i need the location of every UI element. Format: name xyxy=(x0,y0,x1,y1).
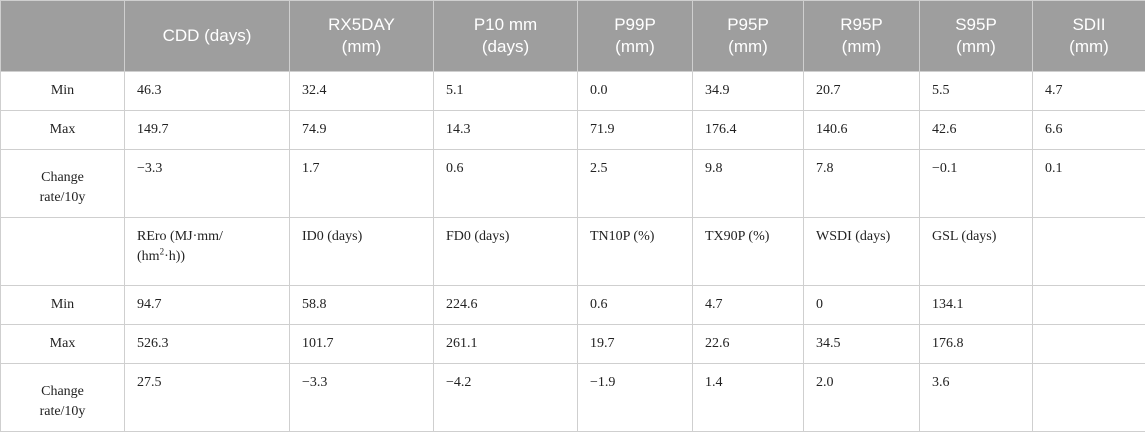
table-cell: 14.3 xyxy=(434,111,578,150)
table-cell: −3.3 xyxy=(290,364,434,432)
table-cell: 1.4 xyxy=(693,364,804,432)
table-cell: 0.6 xyxy=(434,150,578,218)
table-cell xyxy=(1033,325,1145,364)
table-cell: −4.2 xyxy=(434,364,578,432)
table-cell: 74.9 xyxy=(290,111,434,150)
table-row-min-2: Min 94.7 58.8 224.6 0.6 4.7 0 134.1 xyxy=(1,286,1145,325)
table-cell: 6.6 xyxy=(1033,111,1145,150)
table-cell xyxy=(1033,364,1145,432)
table-cell: 0.0 xyxy=(578,72,693,111)
subheader-tx90p: TX90P (%) xyxy=(693,218,804,286)
header-p99p: P99P(mm) xyxy=(578,1,693,72)
subheader-id0: ID0 (days) xyxy=(290,218,434,286)
table-cell: 71.9 xyxy=(578,111,693,150)
table-cell: 0 xyxy=(804,286,920,325)
header-corner xyxy=(1,1,125,72)
table-cell: 134.1 xyxy=(920,286,1033,325)
header-p95p: P95P(mm) xyxy=(693,1,804,72)
table-cell: 34.9 xyxy=(693,72,804,111)
table-cell: 3.6 xyxy=(920,364,1033,432)
table-cell: 42.6 xyxy=(920,111,1033,150)
table-row-min: Min 46.3 32.4 5.1 0.0 34.9 20.7 5.5 4.7 xyxy=(1,72,1145,111)
table-cell: 0.1 xyxy=(1033,150,1145,218)
table-cell: 101.7 xyxy=(290,325,434,364)
header-r95p: R95P(mm) xyxy=(804,1,920,72)
table-cell: 7.8 xyxy=(804,150,920,218)
table-cell: 20.7 xyxy=(804,72,920,111)
table-cell: 94.7 xyxy=(125,286,290,325)
header-row: CDD (days) RX5DAY(mm) P10 mm(days) P99P(… xyxy=(1,1,1145,72)
table-row-max: Max 149.7 74.9 14.3 71.9 176.4 140.6 42.… xyxy=(1,111,1145,150)
table-cell: 9.8 xyxy=(693,150,804,218)
table-cell: −1.9 xyxy=(578,364,693,432)
table-cell: 22.6 xyxy=(693,325,804,364)
table-cell: 176.8 xyxy=(920,325,1033,364)
row-label: Max xyxy=(1,325,125,364)
table-cell: 526.3 xyxy=(125,325,290,364)
table-cell: 261.1 xyxy=(434,325,578,364)
table-cell: 32.4 xyxy=(290,72,434,111)
table-cell: 2.0 xyxy=(804,364,920,432)
subheader-tn10p: TN10P (%) xyxy=(578,218,693,286)
header-sdii: SDII(mm) xyxy=(1033,1,1145,72)
table-cell: 176.4 xyxy=(693,111,804,150)
subheader-corner xyxy=(1,218,125,286)
subheader-gsl: GSL (days) xyxy=(920,218,1033,286)
table-cell: 46.3 xyxy=(125,72,290,111)
subheader-fd0: FD0 (days) xyxy=(434,218,578,286)
table-cell: 1.7 xyxy=(290,150,434,218)
table-cell: 140.6 xyxy=(804,111,920,150)
table-cell: 27.5 xyxy=(125,364,290,432)
table-cell: 2.5 xyxy=(578,150,693,218)
table-cell: 4.7 xyxy=(693,286,804,325)
table-cell: 224.6 xyxy=(434,286,578,325)
table-cell: 19.7 xyxy=(578,325,693,364)
header-cdd: CDD (days) xyxy=(125,1,290,72)
row-label: Max xyxy=(1,111,125,150)
header-rx5day: RX5DAY(mm) xyxy=(290,1,434,72)
table-row-max-2: Max 526.3 101.7 261.1 19.7 22.6 34.5 176… xyxy=(1,325,1145,364)
subheader-rero: REro (MJ·mm/(hm2·h)) xyxy=(125,218,290,286)
header-s95p: S95P(mm) xyxy=(920,1,1033,72)
table-cell: −0.1 xyxy=(920,150,1033,218)
table-cell: 34.5 xyxy=(804,325,920,364)
table-cell xyxy=(1033,286,1145,325)
row-label: Min xyxy=(1,72,125,111)
table-cell: 149.7 xyxy=(125,111,290,150)
subheader-wsdi: WSDI (days) xyxy=(804,218,920,286)
subheader-empty xyxy=(1033,218,1145,286)
table-cell: −3.3 xyxy=(125,150,290,218)
table-cell: 0.6 xyxy=(578,286,693,325)
row-label: Min xyxy=(1,286,125,325)
table-cell: 58.8 xyxy=(290,286,434,325)
header-p10mm: P10 mm(days) xyxy=(434,1,578,72)
table-cell: 5.5 xyxy=(920,72,1033,111)
table-subheader-row: REro (MJ·mm/(hm2·h)) ID0 (days) FD0 (day… xyxy=(1,218,1145,286)
table-cell: 5.1 xyxy=(434,72,578,111)
table-cell: 4.7 xyxy=(1033,72,1145,111)
